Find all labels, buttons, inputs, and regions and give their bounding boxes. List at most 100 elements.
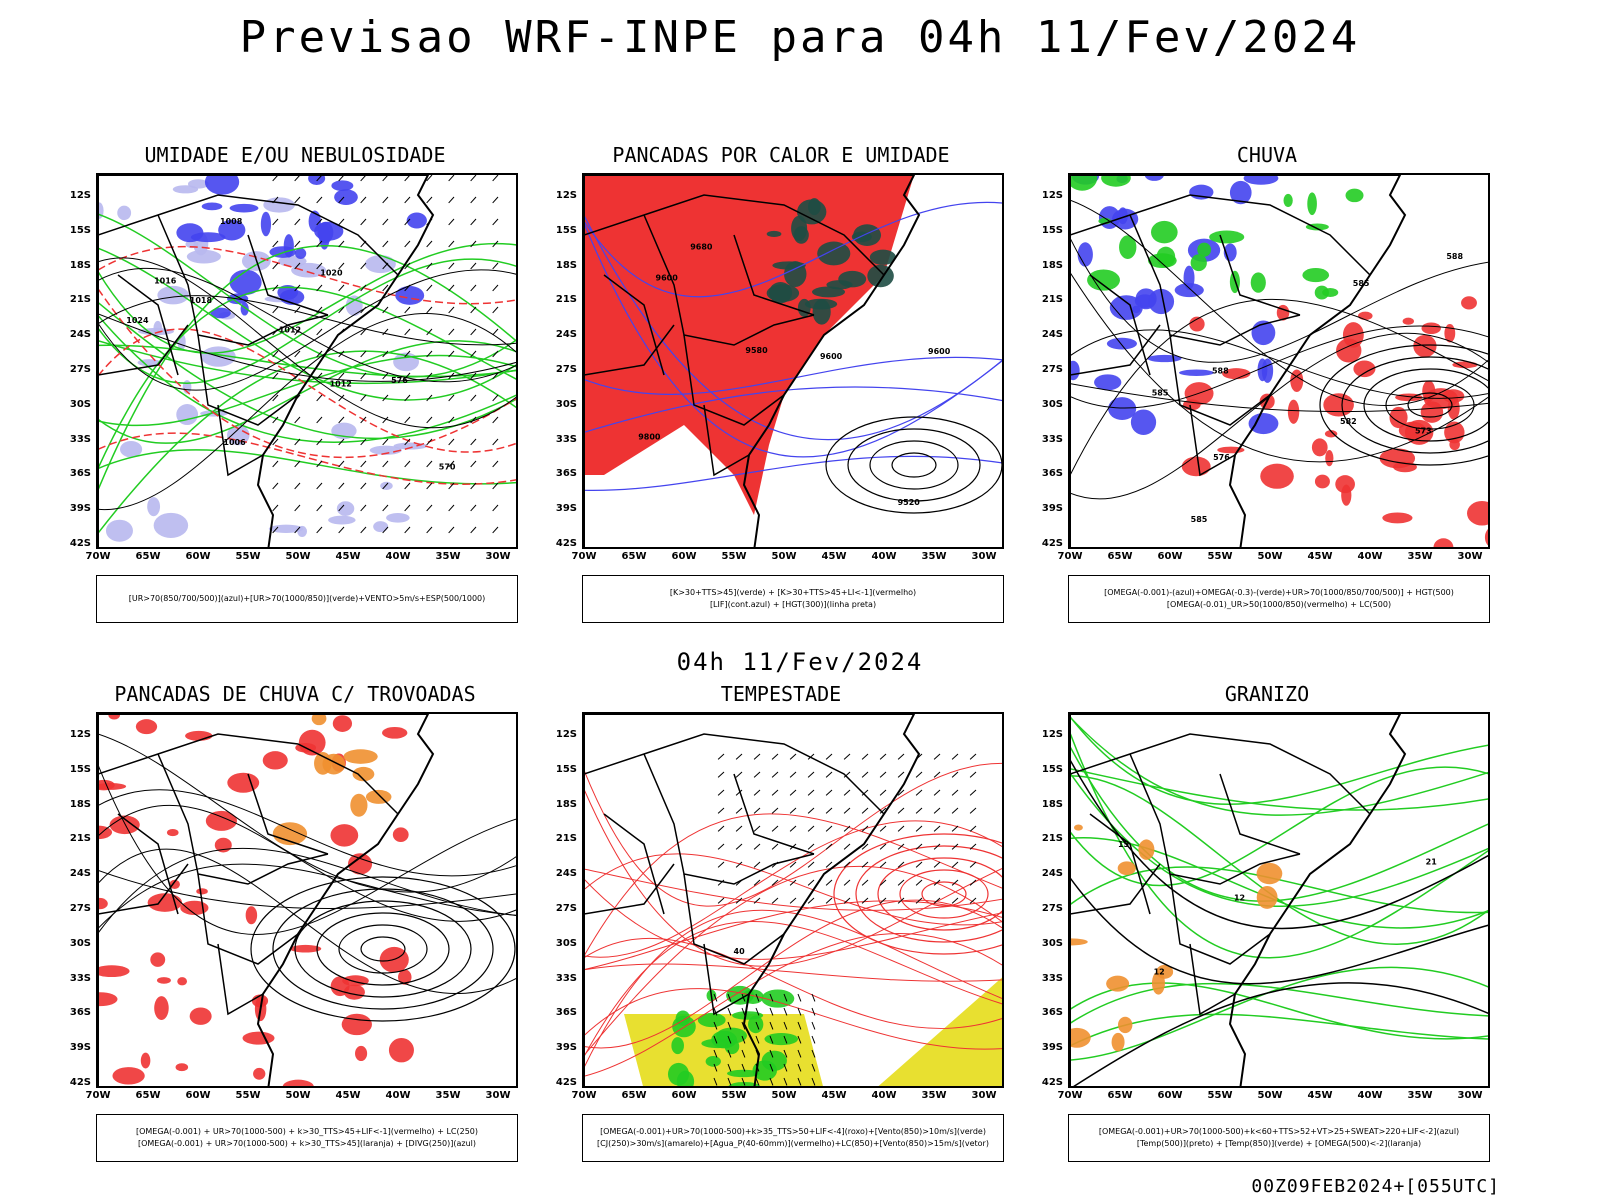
height-contour bbox=[1070, 237, 1488, 363]
wind-vector bbox=[735, 753, 743, 760]
wind-vector bbox=[753, 879, 761, 886]
rain-area bbox=[1260, 463, 1294, 489]
wind-vector bbox=[294, 196, 301, 204]
rain-area bbox=[1189, 316, 1205, 332]
storm-area bbox=[398, 969, 412, 985]
storm-area bbox=[185, 730, 213, 741]
humidity-area bbox=[218, 219, 246, 241]
omega-area bbox=[1111, 1032, 1125, 1052]
lat-tick-label: 15S bbox=[1041, 224, 1063, 236]
wind-vector bbox=[741, 1063, 746, 1072]
lat-tick-label: 21S bbox=[1041, 833, 1063, 845]
wind-vector bbox=[360, 438, 367, 446]
lon-tick-label: 45W bbox=[1307, 551, 1333, 562]
wind-vector bbox=[382, 306, 389, 314]
lon-tick-label: 40W bbox=[1357, 1090, 1383, 1101]
wind-vector bbox=[797, 1049, 802, 1058]
wind-vector bbox=[382, 218, 389, 226]
coastline bbox=[98, 175, 435, 547]
contour-label: 585 bbox=[1152, 388, 1169, 397]
panel-title: CHUVA bbox=[1236, 143, 1298, 167]
streamline bbox=[899, 869, 989, 919]
streamline bbox=[294, 900, 472, 998]
coastline bbox=[1070, 714, 1407, 1086]
wind-vector bbox=[951, 807, 959, 814]
humidity-area bbox=[147, 497, 161, 517]
run-timestamp: 00Z09FEB2024+[055UTC] bbox=[1251, 1176, 1500, 1197]
wind-vector bbox=[771, 771, 779, 778]
lat-tick-label: 18S bbox=[69, 798, 91, 810]
wind-vector bbox=[316, 284, 323, 292]
wind-vector bbox=[933, 879, 941, 886]
wind-area bbox=[726, 1069, 760, 1078]
convection-area bbox=[869, 249, 896, 265]
lon-tick-label: 70W bbox=[571, 551, 597, 562]
humidity-area bbox=[380, 481, 393, 490]
wind-vector bbox=[797, 1035, 802, 1044]
rain-area bbox=[1452, 361, 1478, 369]
wind-vector bbox=[382, 504, 389, 512]
wind-vector bbox=[811, 1049, 816, 1058]
panel-granizo: GRANIZO 12 15 12 21 12S 15S 18S 21S 24S 27S 30S 33… bbox=[1027, 682, 1507, 1167]
storm-area bbox=[227, 772, 260, 793]
wind-vector bbox=[713, 1063, 718, 1072]
wind-vector bbox=[492, 438, 499, 446]
lon-tick-label: 70W bbox=[1057, 1090, 1083, 1101]
storm-area bbox=[242, 1031, 275, 1045]
lon-tick-label: 50W bbox=[1257, 1090, 1283, 1101]
contour-label: 9800 bbox=[638, 432, 661, 441]
height-contour bbox=[825, 416, 1002, 514]
wind-vector bbox=[713, 1021, 718, 1030]
rain-area bbox=[1389, 406, 1408, 429]
wind-vector bbox=[783, 1063, 788, 1072]
wind-vector bbox=[360, 504, 367, 512]
lon-tick-label: 65W bbox=[135, 551, 161, 562]
lat-tick-label: 24S bbox=[69, 868, 91, 880]
wind-vector bbox=[470, 526, 477, 534]
wind-vector bbox=[825, 771, 833, 778]
humidity-area bbox=[395, 286, 425, 305]
wind-vector bbox=[448, 460, 455, 468]
height-contour bbox=[1341, 356, 1488, 454]
rain-area bbox=[1098, 206, 1121, 229]
wind-vector bbox=[404, 372, 411, 380]
storm-area bbox=[311, 714, 327, 726]
wind-vector bbox=[915, 825, 923, 832]
streamline bbox=[250, 876, 516, 1022]
wind-vector bbox=[897, 753, 905, 760]
humidity-contour bbox=[98, 315, 516, 443]
legend-line: [OMEGA(-0.01)_UR>50(1000/850)(vermelho) … bbox=[1166, 600, 1392, 609]
humidity-area bbox=[157, 285, 189, 305]
lat-tick-label: 15S bbox=[1041, 763, 1063, 775]
wind-vector bbox=[448, 262, 455, 270]
wind-vector bbox=[713, 1049, 718, 1058]
wind-vector bbox=[470, 504, 477, 512]
rain-area bbox=[1108, 397, 1137, 421]
lon-tick-label: 30W bbox=[971, 551, 997, 562]
wind-vector bbox=[879, 771, 887, 778]
wind-vector bbox=[811, 1035, 816, 1044]
wind-vector bbox=[360, 218, 367, 226]
rain-area bbox=[1420, 401, 1444, 423]
rain-area bbox=[1314, 285, 1329, 300]
panel-title: PANCADAS POR CALOR E UMIDADE bbox=[612, 143, 950, 167]
wind-vector bbox=[338, 460, 345, 468]
contour-label: 9600 bbox=[928, 347, 951, 356]
wind-vector bbox=[448, 526, 455, 534]
wind-vector bbox=[713, 1007, 718, 1016]
wind-vector bbox=[448, 284, 455, 292]
wind-vector bbox=[470, 372, 477, 380]
wind-vector bbox=[797, 1077, 802, 1086]
streamline bbox=[584, 865, 1002, 1056]
wind-vector bbox=[448, 372, 455, 380]
lat-tick-label: 39S bbox=[69, 1042, 91, 1054]
storm-area bbox=[98, 825, 113, 840]
border-line bbox=[584, 324, 675, 376]
omega-area bbox=[1117, 1016, 1133, 1034]
wind-vector bbox=[843, 825, 851, 832]
wind-vector bbox=[797, 1021, 802, 1030]
lat-tick-label: 33S bbox=[1041, 433, 1063, 445]
wind-vector bbox=[426, 438, 433, 446]
wind-vector bbox=[933, 771, 941, 778]
streamline bbox=[98, 789, 516, 877]
